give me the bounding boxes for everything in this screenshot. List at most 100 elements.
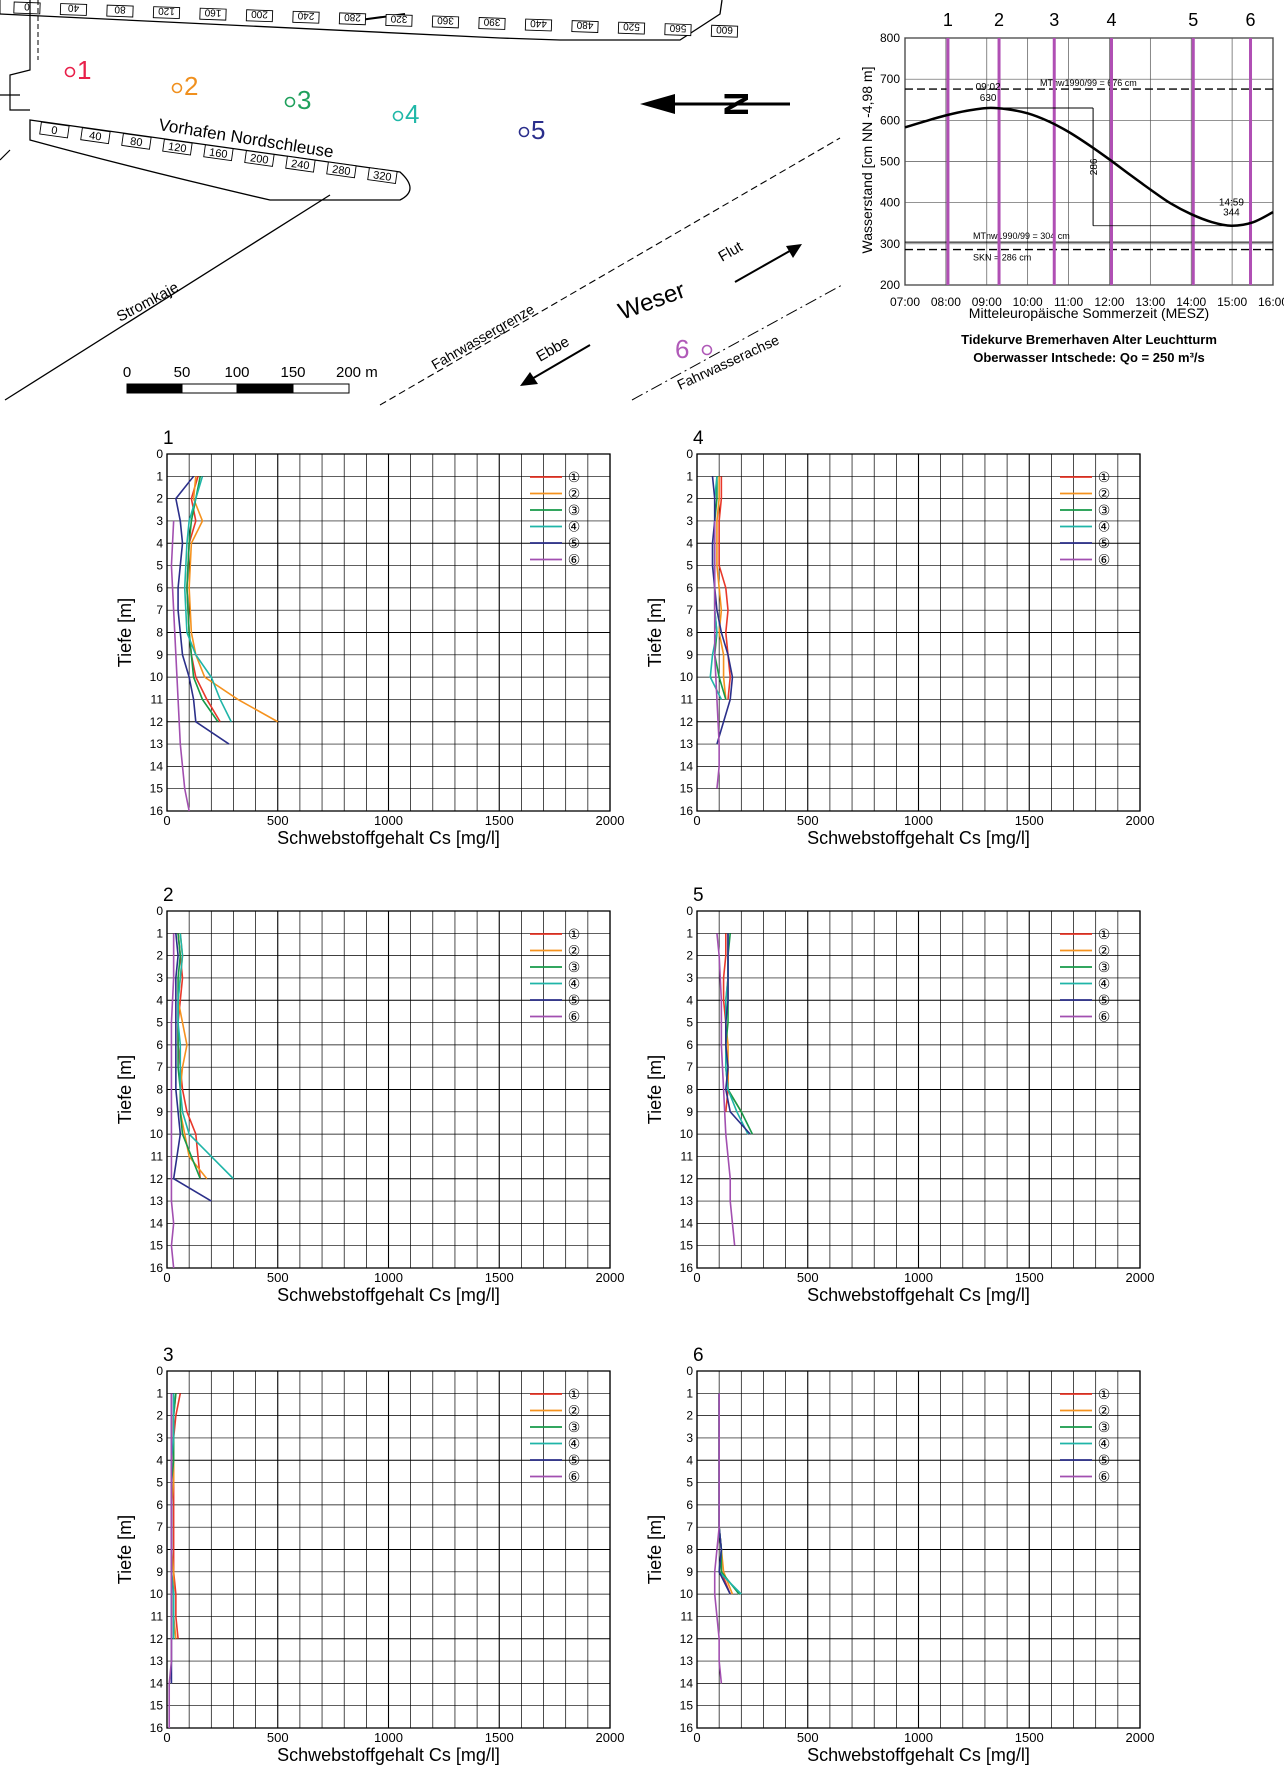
tide-xlabel: Mitteleuropäische Sommerzeit (MESZ) xyxy=(969,305,1209,321)
legend-label: ① xyxy=(1098,1386,1111,1402)
legend-label: ④ xyxy=(1098,1436,1111,1452)
profile-ylabel: Tiefe [m] xyxy=(115,598,135,667)
series-line-4 xyxy=(177,933,235,1180)
y-tick: 10 xyxy=(680,670,694,684)
x-tick: 1000 xyxy=(374,813,403,828)
tide-y-tick: 700 xyxy=(880,72,900,86)
stromkaje-label: Stromkaje xyxy=(114,279,182,326)
tide-y-tick: 600 xyxy=(880,113,900,127)
profile-ylabel: Tiefe [m] xyxy=(645,1515,665,1584)
profile-ylabel: Tiefe [m] xyxy=(115,1055,135,1124)
y-tick: 1 xyxy=(156,926,163,940)
tide-ylabel: Wasserstand [cm NN -4,98 m] xyxy=(859,67,875,254)
x-tick: 1500 xyxy=(485,813,514,828)
plot-frame xyxy=(696,453,1141,812)
upper-kaje-mark-label: 560 xyxy=(669,22,686,34)
y-tick: 10 xyxy=(680,1127,694,1141)
upper-kaje-mark-label: 0 xyxy=(24,0,30,11)
legend-label: ④ xyxy=(1098,976,1111,992)
x-tick: 2000 xyxy=(596,1730,625,1745)
y-tick: 9 xyxy=(156,1105,163,1119)
flut-label: Flut xyxy=(716,238,747,266)
upper-kaje-mark-label: 520 xyxy=(623,20,640,32)
station-label: 6 xyxy=(675,334,689,364)
legend-label: ③ xyxy=(568,1419,581,1435)
y-tick: 7 xyxy=(686,1060,693,1074)
tide-x-tick: 10:00 xyxy=(1013,295,1043,309)
legend-label: ③ xyxy=(568,502,581,518)
legend-label: ② xyxy=(568,1403,581,1419)
y-tick: 14 xyxy=(680,1676,694,1690)
legend-label: ① xyxy=(568,1386,581,1402)
tide-chart: MThw1990/99 = 676 cm MTnw1990/99 = 304 cm… xyxy=(859,10,1284,365)
x-tick: 1500 xyxy=(485,1270,514,1285)
fahrwasserachse-label: Fahrwasserachse xyxy=(675,331,782,392)
scale-tick-50: 50 xyxy=(174,364,191,381)
profile-ylabel: Tiefe [m] xyxy=(645,1055,665,1124)
y-tick: 1 xyxy=(686,1386,693,1400)
x-tick: 2000 xyxy=(1126,1730,1155,1745)
tide-title-2: Oberwasser Intschede: Qo = 250 m³/s xyxy=(973,350,1205,365)
x-tick: 1000 xyxy=(374,1270,403,1285)
lower-kaje-mark: 320 xyxy=(367,167,398,184)
profile-xlabel: Schwebstoffgehalt Cs [mg/l] xyxy=(277,828,500,848)
legend-label: ⑥ xyxy=(1098,552,1111,568)
y-tick: 0 xyxy=(156,1364,163,1378)
upper-kaje-mark-label: 390 xyxy=(483,16,500,28)
tide-y-tick: 300 xyxy=(880,237,900,251)
x-tick: 500 xyxy=(267,813,289,828)
upper-kaje-mark-label: 120 xyxy=(158,5,175,17)
tide-measurement-markers: 1 2 3 4 5 6 xyxy=(943,10,1256,285)
tide-ref-line: MThw1990/99 = 676 cm xyxy=(905,78,1273,90)
tide-ref-label: MTnw1990/99 = 304 cm xyxy=(973,231,1070,241)
y-tick: 11 xyxy=(151,1609,164,1623)
legend-label: ① xyxy=(568,469,581,485)
series-line-5 xyxy=(724,933,751,1135)
legend-label: ⑥ xyxy=(568,552,581,568)
legend-label: ③ xyxy=(1098,502,1111,518)
profile-title: 4 xyxy=(693,428,704,449)
y-tick: 11 xyxy=(681,1149,694,1163)
y-tick: 3 xyxy=(156,971,163,985)
tide-x-ticks: 07:00 08:00 09:00 10:00 11:00 12:00 13:00 14:00… xyxy=(890,295,1284,309)
series-line-3 xyxy=(718,1393,740,1595)
y-tick: 15 xyxy=(150,1699,164,1713)
y-tick: 9 xyxy=(686,648,693,662)
x-tick: 2000 xyxy=(1126,813,1155,828)
plot-frame xyxy=(166,910,611,1269)
y-tick: 1 xyxy=(686,926,693,940)
x-tick: 2000 xyxy=(596,813,625,828)
y-tick: 12 xyxy=(150,1632,164,1646)
lower-kaje-mark-label: 40 xyxy=(88,130,102,144)
y-tick: 0 xyxy=(156,904,163,918)
series-line-3 xyxy=(186,476,219,723)
upper-kaje-mark-label: 40 xyxy=(67,2,79,13)
upper-kaje-mark-label: 240 xyxy=(297,9,314,21)
y-tick: 12 xyxy=(680,715,694,729)
y-tick: 15 xyxy=(680,1699,694,1713)
legend-label: ⑤ xyxy=(568,992,581,1008)
lower-kaje-mark: 120 xyxy=(162,138,193,156)
tide-title-1: Tidekurve Bremerhaven Alter Leuchtturm xyxy=(961,332,1217,347)
legend-label: ⑥ xyxy=(568,1469,581,1485)
y-tick: 6 xyxy=(686,1038,693,1052)
hw-time: 09:02 xyxy=(976,82,1001,93)
legend-label: ② xyxy=(1098,486,1111,502)
tide-ref-line: MTnw1990/99 = 304 cm xyxy=(905,231,1273,243)
legend-label: ① xyxy=(1098,926,1111,942)
upper-kaje-mark: 240 xyxy=(292,9,320,24)
y-tick: 10 xyxy=(150,1127,164,1141)
profile-title: 5 xyxy=(693,885,704,906)
flut-arrow xyxy=(734,247,796,283)
upper-kaje-mark-label: 600 xyxy=(716,23,733,35)
profile-ylabel: Tiefe [m] xyxy=(115,1515,135,1584)
lower-kaje-mark: 40 xyxy=(80,127,111,145)
